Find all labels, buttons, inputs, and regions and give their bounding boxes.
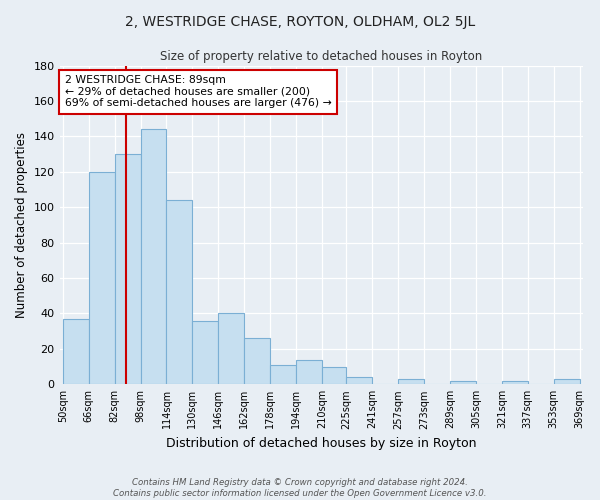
- Bar: [296, 360, 322, 384]
- Bar: [193, 320, 218, 384]
- Bar: [346, 377, 372, 384]
- Bar: [554, 379, 580, 384]
- Bar: [166, 200, 193, 384]
- Bar: [398, 379, 424, 384]
- Bar: [89, 172, 115, 384]
- Bar: [450, 381, 476, 384]
- Bar: [322, 366, 346, 384]
- Text: 2, WESTRIDGE CHASE, ROYTON, OLDHAM, OL2 5JL: 2, WESTRIDGE CHASE, ROYTON, OLDHAM, OL2 …: [125, 15, 475, 29]
- Title: Size of property relative to detached houses in Royton: Size of property relative to detached ho…: [160, 50, 482, 63]
- Bar: [115, 154, 140, 384]
- Y-axis label: Number of detached properties: Number of detached properties: [15, 132, 28, 318]
- Bar: [140, 130, 166, 384]
- Text: 2 WESTRIDGE CHASE: 89sqm
← 29% of detached houses are smaller (200)
69% of semi-: 2 WESTRIDGE CHASE: 89sqm ← 29% of detach…: [65, 75, 332, 108]
- Bar: [502, 381, 528, 384]
- Bar: [63, 319, 89, 384]
- X-axis label: Distribution of detached houses by size in Royton: Distribution of detached houses by size …: [166, 437, 476, 450]
- Bar: [218, 314, 244, 384]
- Text: Contains HM Land Registry data © Crown copyright and database right 2024.
Contai: Contains HM Land Registry data © Crown c…: [113, 478, 487, 498]
- Bar: [270, 365, 296, 384]
- Bar: [244, 338, 270, 384]
